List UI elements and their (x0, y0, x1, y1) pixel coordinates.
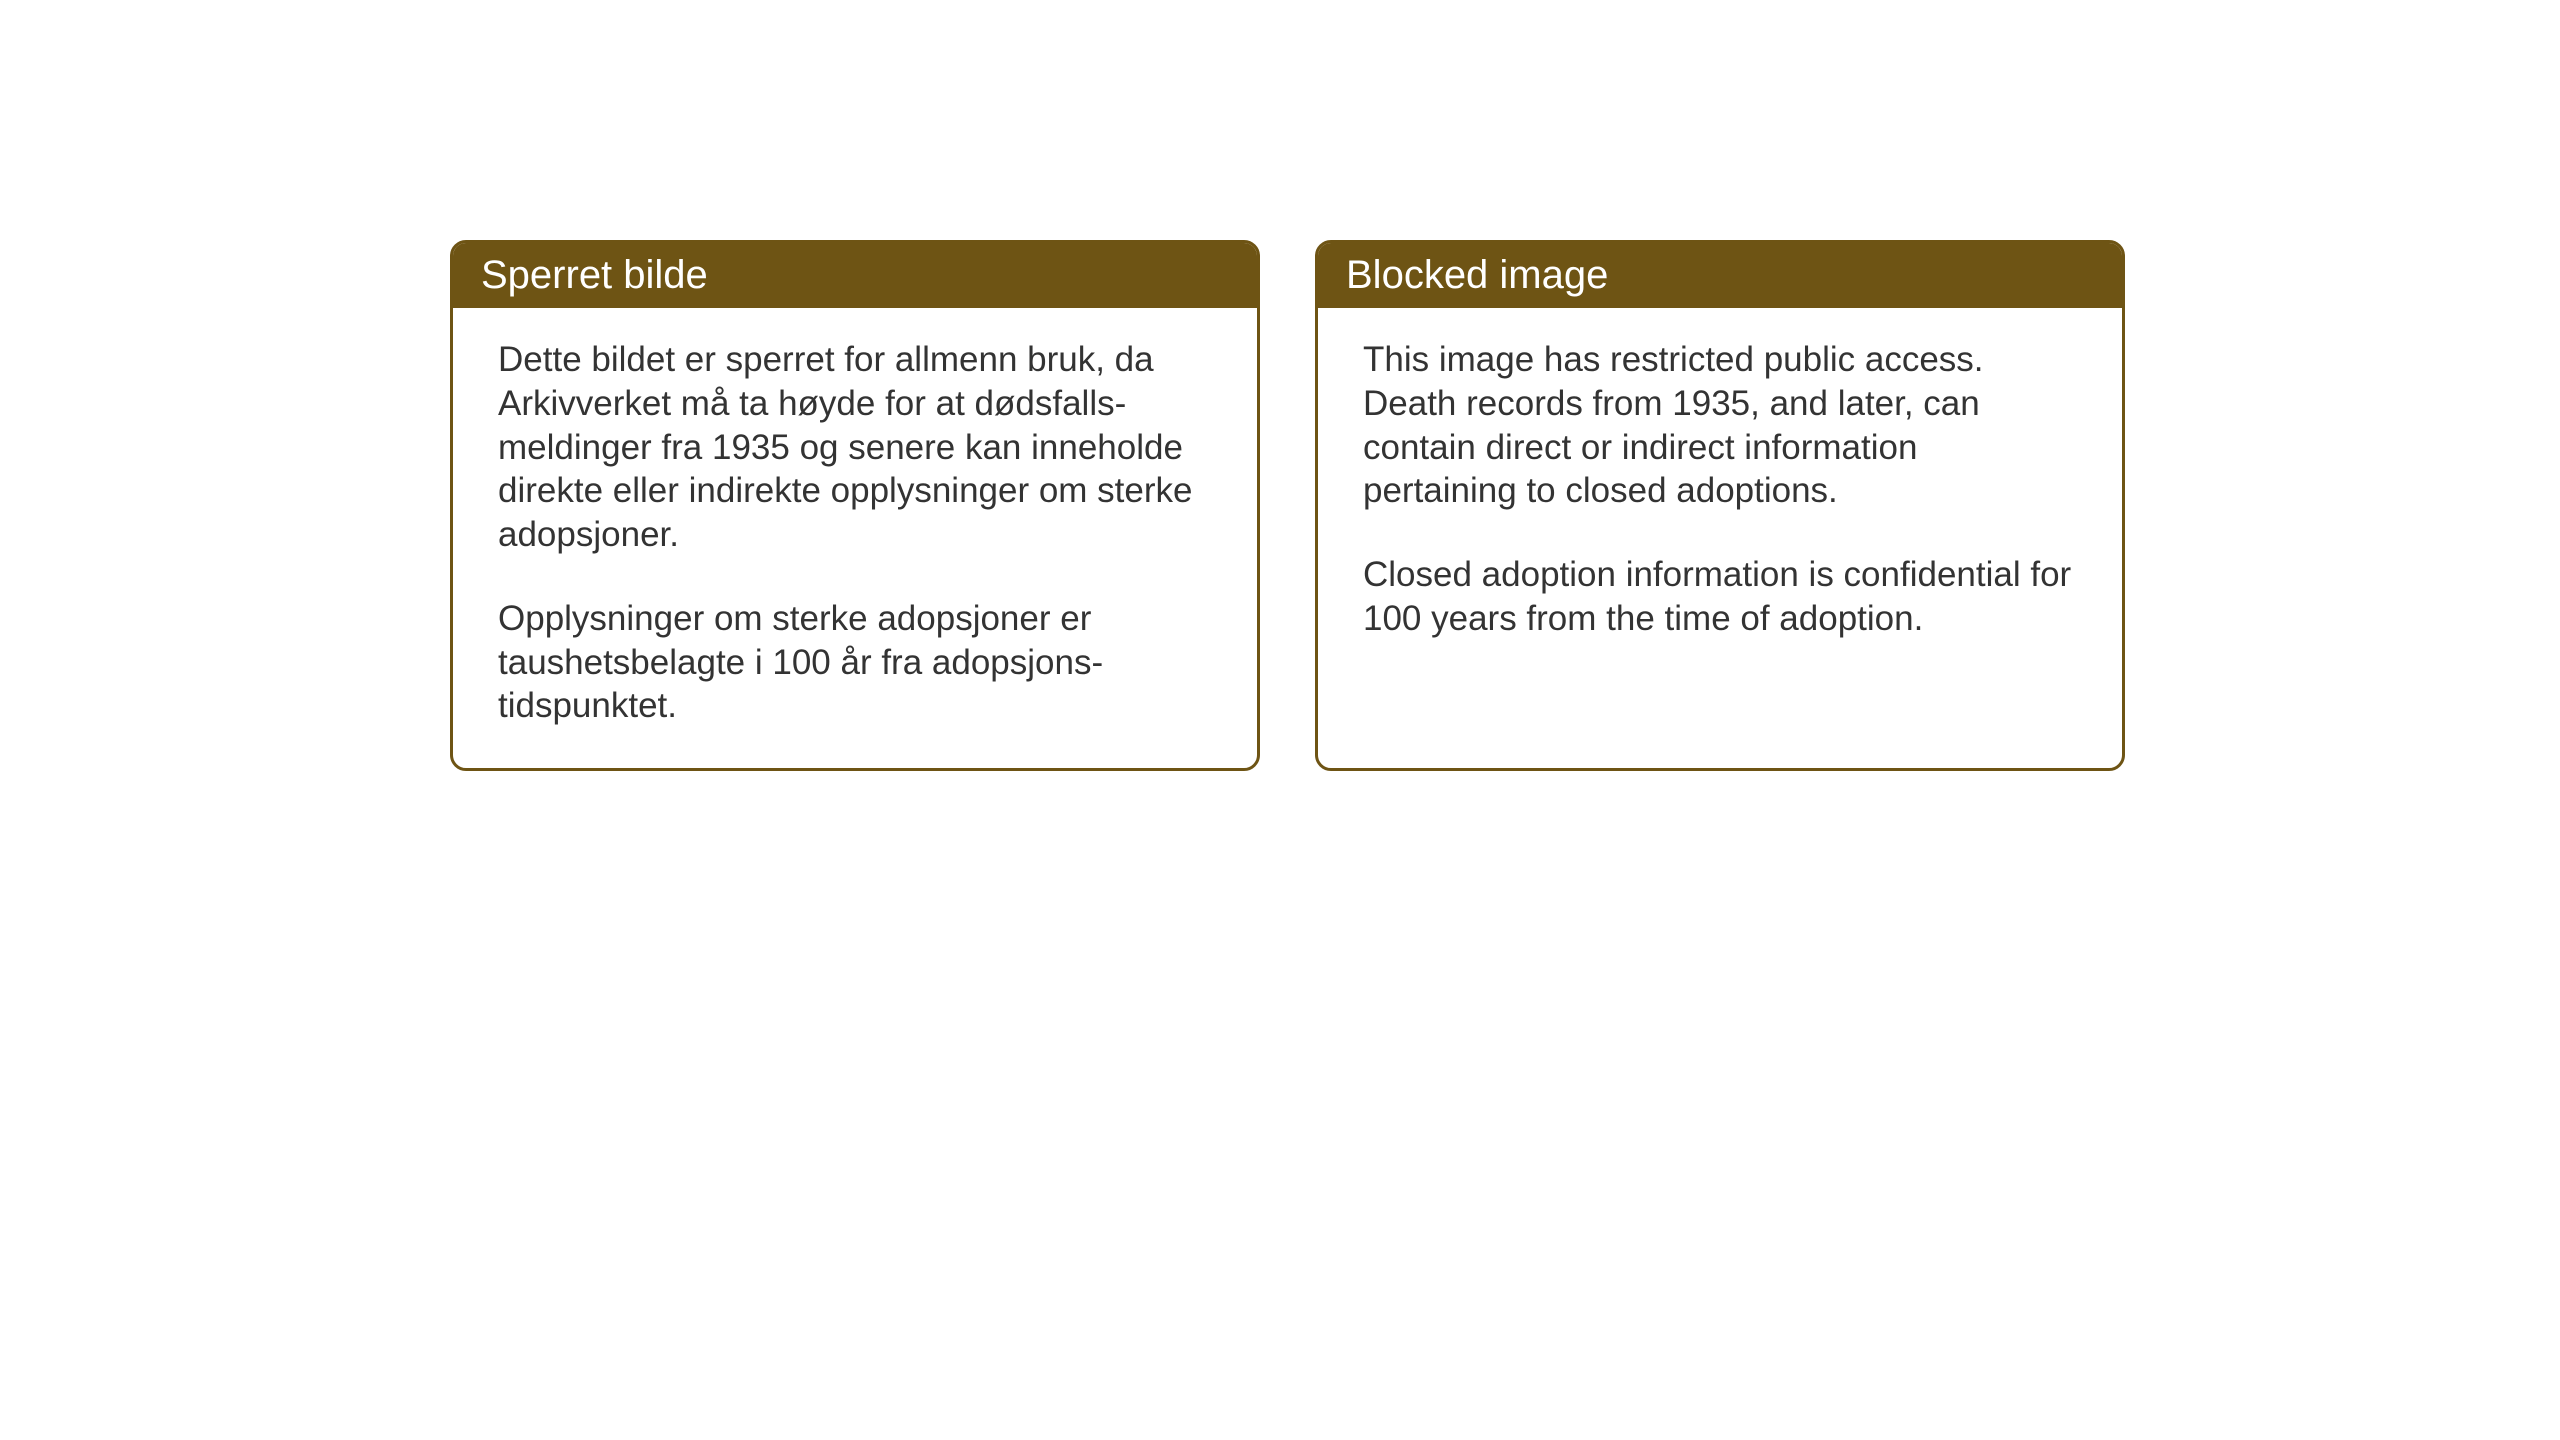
card-english-title: Blocked image (1346, 253, 1608, 297)
card-norwegian-paragraph-2: Opplysninger om sterke adopsjoner er tau… (498, 597, 1212, 728)
card-norwegian-paragraph-1: Dette bildet er sperret for allmenn bruk… (498, 338, 1212, 557)
card-english: Blocked image This image has restricted … (1315, 240, 2125, 771)
card-norwegian-header: Sperret bilde (453, 243, 1257, 308)
card-norwegian: Sperret bilde Dette bildet er sperret fo… (450, 240, 1260, 771)
card-english-header: Blocked image (1318, 243, 2122, 308)
card-english-paragraph-1: This image has restricted public access.… (1363, 338, 2077, 513)
card-norwegian-title: Sperret bilde (481, 253, 708, 297)
cards-container: Sperret bilde Dette bildet er sperret fo… (450, 240, 2125, 771)
card-norwegian-body: Dette bildet er sperret for allmenn bruk… (453, 308, 1257, 768)
card-english-paragraph-2: Closed adoption information is confident… (1363, 553, 2077, 641)
card-english-body: This image has restricted public access.… (1318, 308, 2122, 681)
